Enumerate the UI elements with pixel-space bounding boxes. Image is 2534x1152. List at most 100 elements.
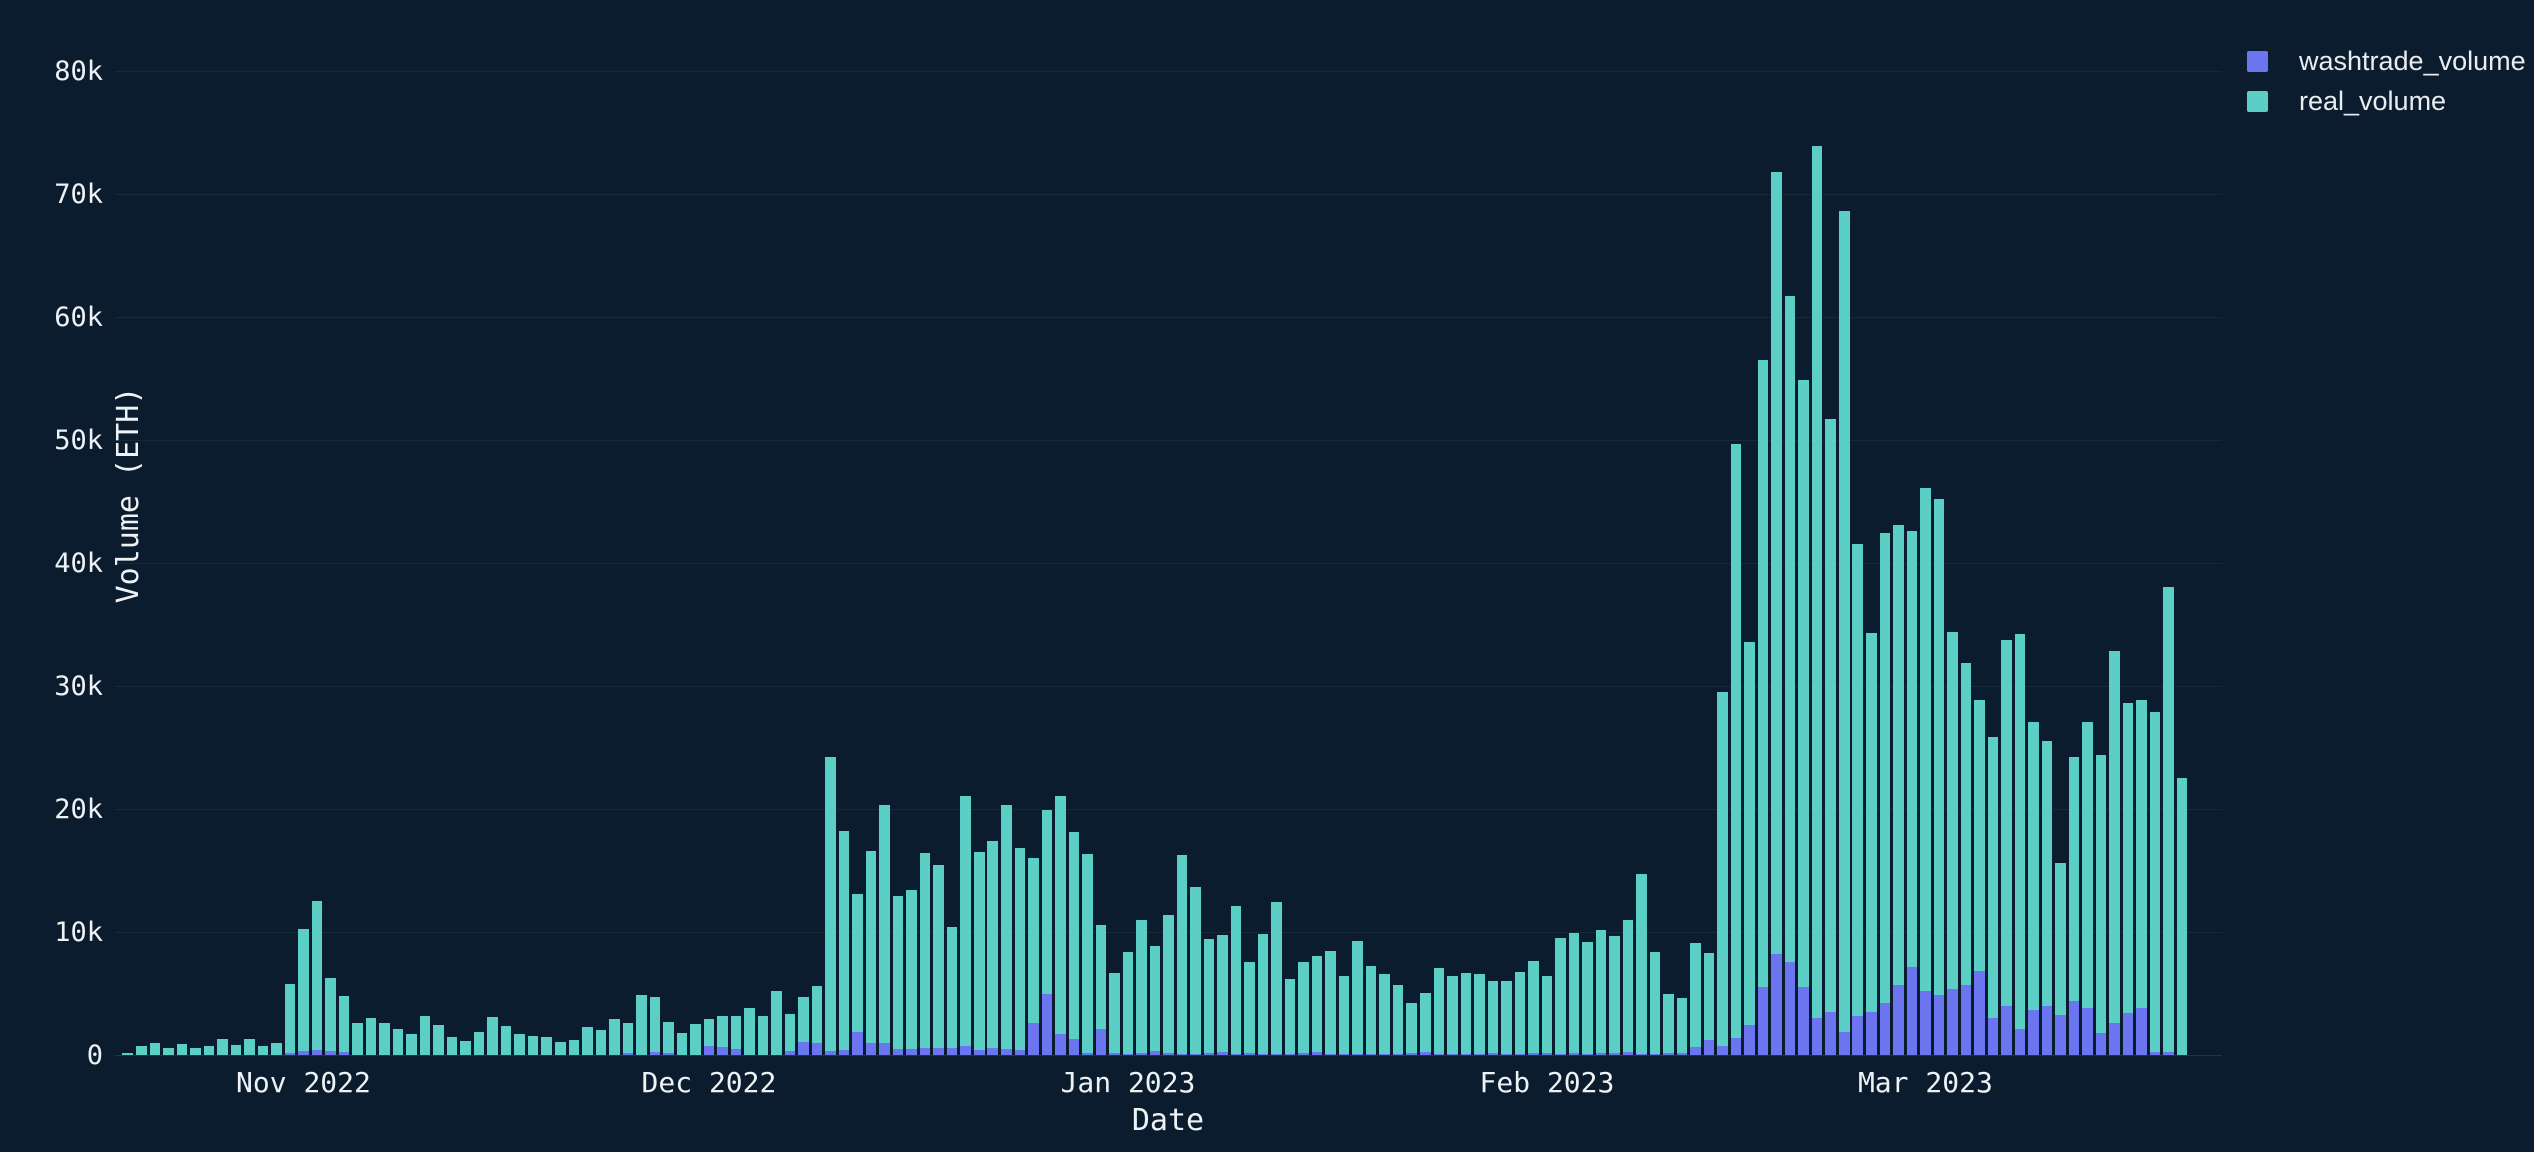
- bar-day-134[interactable]: [1932, 0, 1946, 1055]
- washtrade_volume-segment[interactable]: [1974, 970, 1985, 1055]
- washtrade_volume-segment[interactable]: [1893, 984, 1904, 1055]
- washtrade_volume-segment[interactable]: [1690, 1046, 1701, 1055]
- washtrade_volume-segment[interactable]: [852, 1031, 863, 1055]
- washtrade_volume-segment[interactable]: [1474, 1053, 1485, 1055]
- washtrade_volume-segment[interactable]: [825, 1051, 836, 1055]
- bar-day-61[interactable]: [945, 0, 959, 1055]
- washtrade_volume-segment[interactable]: [838, 1050, 850, 1055]
- real_volume-segment[interactable]: [906, 889, 917, 1049]
- real_volume-segment[interactable]: [541, 1037, 552, 1055]
- washtrade_volume-segment[interactable]: [919, 1047, 931, 1055]
- real_volume-segment[interactable]: [825, 757, 836, 1052]
- real_volume-segment[interactable]: [1595, 929, 1607, 1054]
- bar-day-94[interactable]: [1391, 0, 1405, 1055]
- real_volume-segment[interactable]: [487, 1017, 498, 1055]
- bar-day-7[interactable]: [216, 0, 230, 1055]
- real_volume-segment[interactable]: [568, 1040, 580, 1055]
- bar-day-69[interactable]: [1054, 0, 1068, 1055]
- bar-day-21[interactable]: [405, 0, 419, 1055]
- bar-day-39[interactable]: [648, 0, 662, 1055]
- real_volume-segment[interactable]: [1798, 379, 1809, 987]
- real_volume-segment[interactable]: [690, 1024, 701, 1055]
- washtrade_volume-segment[interactable]: [1825, 1012, 1836, 1055]
- washtrade_volume-segment[interactable]: [298, 1051, 309, 1055]
- washtrade_volume-segment[interactable]: [1352, 1053, 1363, 1055]
- real_volume-segment[interactable]: [946, 927, 958, 1048]
- bar-day-99[interactable]: [1459, 0, 1473, 1055]
- bar-day-78[interactable]: [1175, 0, 1189, 1055]
- washtrade_volume-segment[interactable]: [1622, 1051, 1634, 1055]
- real_volume-segment[interactable]: [1298, 962, 1309, 1054]
- bar-day-81[interactable]: [1216, 0, 1230, 1055]
- bar-day-85[interactable]: [1270, 0, 1284, 1055]
- bar-day-17[interactable]: [351, 0, 365, 1055]
- bar-day-12[interactable]: [283, 0, 297, 1055]
- real_volume-segment[interactable]: [136, 1046, 147, 1055]
- real_volume-segment[interactable]: [838, 830, 850, 1051]
- bar-day-68[interactable]: [1040, 0, 1054, 1055]
- real_volume-segment[interactable]: [798, 997, 809, 1042]
- washtrade_volume-segment[interactable]: [1298, 1053, 1309, 1055]
- real_volume-segment[interactable]: [1257, 934, 1269, 1054]
- washtrade_volume-segment[interactable]: [2136, 1008, 2147, 1055]
- washtrade_volume-segment[interactable]: [1811, 1017, 1823, 1055]
- washtrade_volume-segment[interactable]: [1595, 1053, 1607, 1055]
- real_volume-segment[interactable]: [2028, 721, 2039, 1010]
- real_volume-segment[interactable]: [1838, 210, 1850, 1033]
- real_volume-segment[interactable]: [460, 1040, 471, 1055]
- legend-item-real-volume[interactable]: real_volume: [2247, 88, 2526, 115]
- bar-day-43[interactable]: [702, 0, 716, 1055]
- bar-day-147[interactable]: [2108, 0, 2122, 1055]
- real_volume-segment[interactable]: [1095, 924, 1107, 1030]
- bar-day-5[interactable]: [189, 0, 203, 1055]
- real_volume-segment[interactable]: [865, 850, 877, 1043]
- bar-day-82[interactable]: [1229, 0, 1243, 1055]
- bar-day-98[interactable]: [1446, 0, 1460, 1055]
- bar-day-89[interactable]: [1324, 0, 1338, 1055]
- bar-day-111[interactable]: [1621, 0, 1635, 1055]
- real_volume-segment[interactable]: [892, 896, 904, 1049]
- real_volume-segment[interactable]: [1122, 951, 1134, 1054]
- real_volume-segment[interactable]: [636, 995, 647, 1055]
- bar-day-27[interactable]: [486, 0, 500, 1055]
- washtrade_volume-segment[interactable]: [622, 1052, 634, 1055]
- washtrade_volume-segment[interactable]: [906, 1048, 917, 1055]
- real_volume-segment[interactable]: [1447, 975, 1458, 1054]
- washtrade_volume-segment[interactable]: [1257, 1053, 1269, 1055]
- bar-day-71[interactable]: [1081, 0, 1095, 1055]
- real_volume-segment[interactable]: [473, 1031, 485, 1055]
- washtrade_volume-segment[interactable]: [1784, 961, 1796, 1055]
- bar-day-116[interactable]: [1689, 0, 1703, 1055]
- real_volume-segment[interactable]: [2109, 650, 2120, 1023]
- real_volume-segment[interactable]: [1244, 961, 1255, 1054]
- washtrade_volume-segment[interactable]: [987, 1047, 999, 1055]
- washtrade_volume-segment[interactable]: [1190, 1053, 1201, 1055]
- real_volume-segment[interactable]: [406, 1033, 417, 1055]
- bar-day-108[interactable]: [1581, 0, 1595, 1055]
- bar-day-107[interactable]: [1567, 0, 1581, 1055]
- real_volume-segment[interactable]: [1947, 632, 1958, 989]
- bar-day-34[interactable]: [581, 0, 595, 1055]
- washtrade_volume-segment[interactable]: [2068, 1001, 2080, 1055]
- real_volume-segment[interactable]: [1609, 935, 1620, 1053]
- real_volume-segment[interactable]: [190, 1048, 201, 1055]
- bar-day-58[interactable]: [905, 0, 919, 1055]
- bar-day-15[interactable]: [324, 0, 338, 1055]
- bar-day-73[interactable]: [1108, 0, 1122, 1055]
- real_volume-segment[interactable]: [1568, 933, 1580, 1054]
- washtrade_volume-segment[interactable]: [2041, 1006, 2053, 1055]
- washtrade_volume-segment[interactable]: [1122, 1053, 1134, 1055]
- bar-day-146[interactable]: [2094, 0, 2108, 1055]
- real_volume-segment[interactable]: [2095, 755, 2107, 1034]
- washtrade_volume-segment[interactable]: [2122, 1013, 2134, 1055]
- real_volume-segment[interactable]: [784, 1013, 796, 1051]
- real_volume-segment[interactable]: [2136, 699, 2147, 1009]
- bar-day-131[interactable]: [1892, 0, 1906, 1055]
- real_volume-segment[interactable]: [1217, 935, 1228, 1052]
- real_volume-segment[interactable]: [1974, 699, 1985, 971]
- real_volume-segment[interactable]: [609, 1018, 620, 1055]
- washtrade_volume-segment[interactable]: [1730, 1038, 1742, 1055]
- real_volume-segment[interactable]: [2163, 586, 2174, 1052]
- bar-day-45[interactable]: [729, 0, 743, 1055]
- real_volume-segment[interactable]: [987, 841, 999, 1048]
